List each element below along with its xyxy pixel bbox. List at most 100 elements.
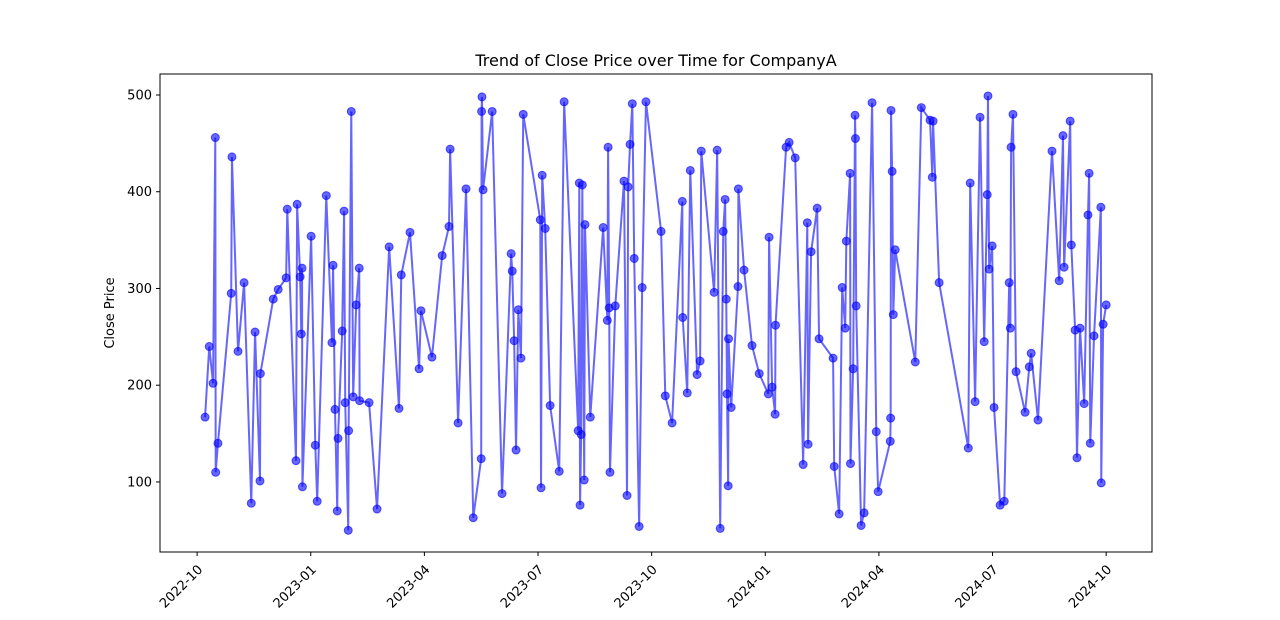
data-point bbox=[330, 404, 340, 414]
data-point bbox=[685, 165, 695, 175]
y-tick-label: 300 bbox=[127, 282, 152, 297]
data-point bbox=[723, 481, 733, 491]
data-point bbox=[306, 231, 316, 241]
data-point bbox=[629, 253, 639, 263]
data-point bbox=[453, 418, 463, 428]
data-point bbox=[477, 92, 487, 102]
data-point bbox=[733, 282, 743, 292]
data-point bbox=[213, 438, 223, 448]
data-point bbox=[598, 223, 608, 233]
data-point bbox=[764, 232, 774, 242]
data-point bbox=[928, 116, 938, 126]
data-point bbox=[1033, 415, 1043, 425]
data-point bbox=[576, 430, 586, 440]
data-point bbox=[790, 153, 800, 163]
data-point bbox=[871, 427, 881, 437]
data-point bbox=[233, 346, 243, 356]
data-point bbox=[445, 144, 455, 154]
data-point bbox=[354, 263, 364, 273]
data-point bbox=[310, 440, 320, 450]
data-point bbox=[268, 294, 278, 304]
data-point bbox=[987, 241, 997, 251]
data-point bbox=[250, 327, 260, 337]
data-point bbox=[934, 278, 944, 288]
data-point bbox=[916, 103, 926, 113]
data-point bbox=[1011, 367, 1021, 377]
data-point bbox=[577, 180, 587, 190]
data-point bbox=[255, 476, 265, 486]
data-point bbox=[1054, 276, 1064, 286]
data-point bbox=[1096, 478, 1106, 488]
data-point bbox=[511, 445, 521, 455]
data-point bbox=[537, 170, 547, 180]
data-point bbox=[845, 459, 855, 469]
data-point bbox=[867, 98, 877, 108]
data-point bbox=[518, 109, 528, 119]
data-point bbox=[726, 402, 736, 412]
data-point bbox=[1089, 331, 1099, 341]
y-tick-label: 400 bbox=[127, 185, 152, 200]
data-point bbox=[733, 184, 743, 194]
plot-frame bbox=[159, 73, 1153, 553]
data-point bbox=[1075, 323, 1085, 333]
data-point bbox=[722, 389, 732, 399]
data-point bbox=[982, 190, 992, 200]
data-point bbox=[886, 413, 896, 423]
data-point bbox=[856, 520, 866, 530]
data-point bbox=[623, 182, 633, 192]
data-point bbox=[476, 454, 486, 464]
data-point bbox=[709, 287, 719, 297]
data-point bbox=[641, 97, 651, 107]
y-tick-label: 500 bbox=[127, 88, 152, 103]
data-point bbox=[802, 218, 812, 228]
data-point bbox=[841, 236, 851, 246]
data-point bbox=[351, 300, 361, 310]
data-point bbox=[394, 403, 404, 413]
data-point bbox=[696, 146, 706, 156]
data-point bbox=[720, 194, 730, 204]
data-point bbox=[478, 185, 488, 195]
data-point bbox=[516, 353, 526, 363]
data-point bbox=[580, 220, 590, 230]
data-point bbox=[437, 251, 447, 261]
data-point bbox=[682, 388, 692, 398]
data-point bbox=[208, 378, 218, 388]
data-point bbox=[210, 133, 220, 143]
data-point bbox=[754, 369, 764, 379]
data-point bbox=[281, 273, 291, 283]
data-point bbox=[333, 433, 343, 443]
series-line bbox=[204, 95, 1108, 531]
data-point bbox=[332, 506, 342, 516]
y-tick-label: 100 bbox=[127, 475, 152, 490]
data-point bbox=[721, 294, 731, 304]
data-point bbox=[1085, 438, 1095, 448]
data-point bbox=[983, 91, 993, 101]
data-point bbox=[545, 401, 555, 411]
data-point bbox=[627, 99, 637, 109]
data-point bbox=[656, 226, 666, 236]
data-point bbox=[328, 260, 338, 270]
data-point bbox=[1084, 168, 1094, 178]
data-point bbox=[829, 461, 839, 471]
data-point bbox=[984, 264, 994, 274]
data-point bbox=[291, 456, 301, 466]
data-point bbox=[963, 443, 973, 453]
data-point bbox=[1005, 323, 1015, 333]
data-point bbox=[1083, 210, 1093, 220]
data-point bbox=[989, 402, 999, 412]
data-point bbox=[771, 320, 781, 330]
data-point bbox=[979, 337, 989, 347]
data-point bbox=[273, 284, 283, 294]
data-point bbox=[312, 496, 322, 506]
data-point bbox=[695, 356, 705, 366]
data-point bbox=[536, 483, 546, 493]
data-point bbox=[803, 439, 813, 449]
data-point bbox=[384, 242, 394, 252]
data-point bbox=[226, 288, 236, 298]
data-point bbox=[461, 184, 471, 194]
data-point bbox=[910, 357, 920, 367]
data-point bbox=[763, 389, 773, 399]
data-point bbox=[339, 206, 349, 216]
data-point bbox=[535, 215, 545, 225]
data-point bbox=[509, 336, 519, 346]
